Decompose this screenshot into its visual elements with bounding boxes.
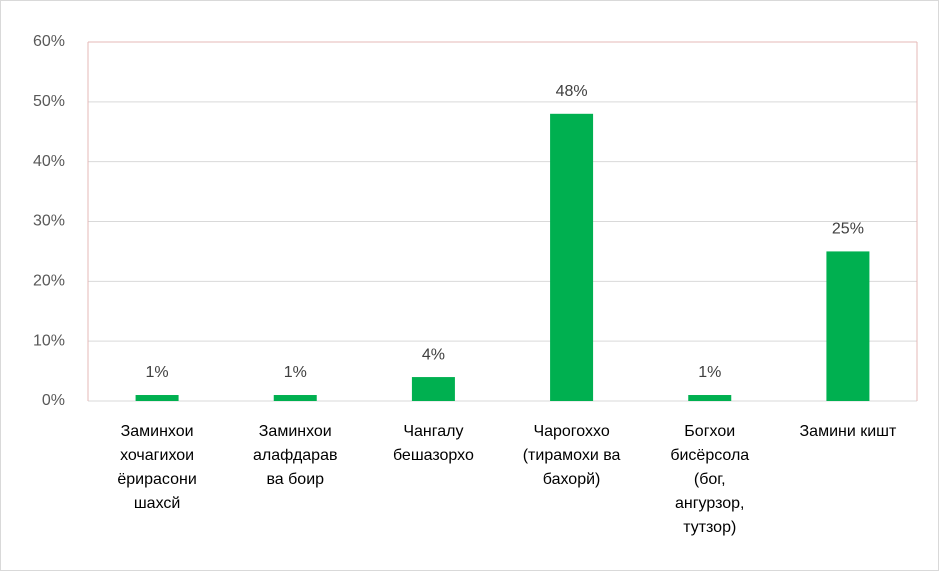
x-tick-label: Заминхои хочагихои ёрирасони шахсй (117, 423, 196, 512)
x-tick-label-line: Заминхои (121, 423, 194, 440)
x-tick-label: Замини кишт (800, 423, 897, 440)
bar (135, 395, 179, 401)
value-label: 1% (146, 364, 169, 381)
x-tick-label: Богхои бисёрсола (бог, ангурзор, тутзор) (670, 423, 749, 536)
x-tick-label-line: алафдарав (253, 447, 337, 464)
y-tick-label: 30% (33, 213, 65, 230)
value-label: 4% (422, 346, 445, 363)
x-tick-label-line: (бог, (694, 471, 726, 488)
x-tick-label-line: бахорй) (543, 471, 601, 488)
x-tick-label-line: ёрирасони (117, 471, 196, 488)
value-label: 1% (698, 364, 721, 381)
x-tick-label-line: Замини кишт (800, 423, 897, 440)
bar (273, 395, 317, 401)
x-tick-label-line: бешазорхо (393, 447, 474, 464)
y-tick-label: 60% (33, 33, 65, 50)
y-tick-label: 10% (33, 332, 65, 349)
x-tick-label-line: (тирамохи ва (523, 447, 621, 464)
x-tick-label-line: ангурзор, (675, 495, 745, 512)
x-tick-label-line: ва боир (266, 471, 324, 488)
bar (688, 395, 732, 401)
x-tick-label: Заминхои алафдарав ва боир (253, 423, 337, 488)
value-label: 1% (284, 364, 307, 381)
value-label: 48% (556, 83, 588, 100)
x-tick-label: Чарогоххо (тирамохи ва бахорй) (523, 423, 621, 488)
bar (826, 251, 870, 401)
y-tick-label: 50% (33, 93, 65, 110)
value-label: 25% (832, 221, 864, 238)
y-tick-label: 20% (33, 273, 65, 290)
x-tick-label-line: Заминхои (259, 423, 332, 440)
x-tick-label: Чангалу бешазорхо (393, 423, 474, 464)
x-tick-label-line: Богхои (684, 423, 735, 440)
bar (550, 113, 594, 402)
y-tick-label: 40% (33, 153, 65, 170)
x-tick-label-line: бисёрсола (670, 447, 749, 464)
bar (411, 377, 455, 401)
x-tick-label-line: Чангалу (403, 423, 463, 440)
y-tick-label: 0% (42, 392, 65, 409)
x-tick-label-line: шахсй (134, 495, 181, 512)
x-tick-label-line: Чарогоххо (533, 423, 609, 440)
x-tick-label-line: тутзор) (683, 519, 736, 536)
x-tick-label-line: хочагихои (120, 447, 194, 464)
